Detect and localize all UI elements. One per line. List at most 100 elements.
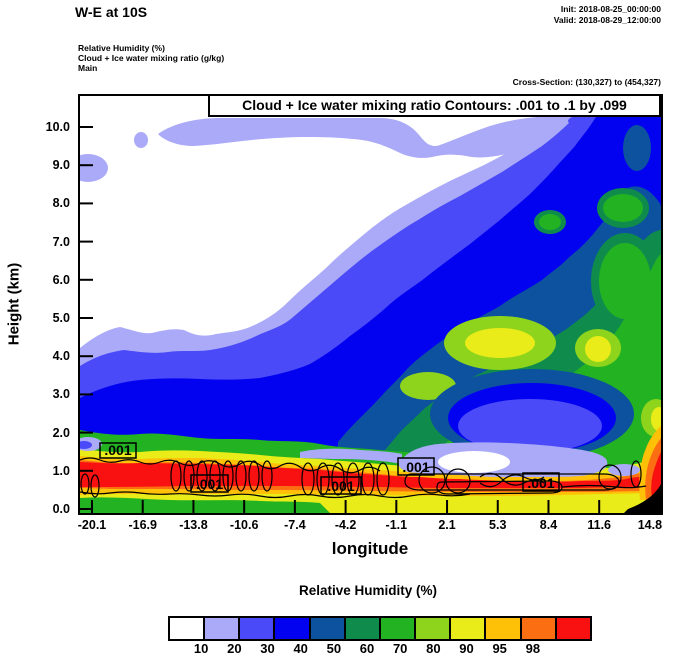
- legend-tick-labels: 10 20 30 40 50 60 70 80 90 95 98: [168, 641, 568, 657]
- cloud-contour-loop: [209, 460, 221, 492]
- rh-40-50-blob-topright-region: [623, 125, 651, 171]
- x-axis-labels: -20.1 -16.9 -13.8 -10.6 -7.4 -4.2 -1.1 2.1 5.3 8.…: [0, 518, 674, 534]
- dryslot-white-core-region: [438, 451, 510, 473]
- x-axis-title: longitude: [331, 539, 409, 558]
- y-tick-label: 0.0: [52, 502, 70, 516]
- cloud-contour-loop: [80, 473, 90, 495]
- x-tick-label: -7.4: [284, 518, 306, 532]
- cloud-contour-line: [80, 491, 471, 499]
- rh-80-90-core-b-region: [585, 336, 611, 362]
- cloud-contour-loop: [376, 462, 390, 496]
- cloud-contour-loop: [261, 460, 273, 492]
- cloud-contour-loop: [361, 462, 375, 496]
- contour-label-text: .001: [196, 476, 223, 492]
- cloud-contour-loop: [235, 460, 247, 492]
- cloud-contour-line: [479, 474, 545, 488]
- cloud-contour-loop: [183, 460, 195, 492]
- x-tick-label: -10.6: [229, 518, 259, 532]
- page-title: W-E at 10S: [75, 4, 148, 20]
- field-description: Relative Humidity (%) Cloud + Ice water …: [78, 43, 224, 73]
- legend-color-cell: [449, 616, 487, 641]
- legend-color-cell: [484, 616, 522, 641]
- cloud-contour-loop: [196, 460, 208, 492]
- y-tick-label: 9.0: [52, 158, 70, 173]
- y-tick-label: 1.0: [52, 463, 70, 478]
- legend-color-cell: [414, 616, 452, 641]
- legend-color-cell: [554, 616, 592, 641]
- drylayer-left-strip-region: [300, 448, 402, 464]
- legend-color-cell: [519, 616, 557, 641]
- contour-label-text: .001: [104, 442, 131, 458]
- legend-colorbar: [168, 616, 592, 641]
- contour-label-text: .001: [527, 475, 554, 491]
- rh-60-70-blob-b-region: [539, 214, 561, 230]
- field-line-rh: Relative Humidity (%): [78, 43, 165, 53]
- cloud-contour-loop: [346, 462, 360, 496]
- contour-label-box: [320, 476, 362, 495]
- x-tick-label: 11.6: [587, 518, 612, 532]
- x-tick-label: -16.9: [128, 518, 157, 532]
- legend-color-cell: [168, 616, 206, 641]
- x-tick-label: 2.1: [438, 518, 456, 532]
- x-tick-label: -13.8: [179, 518, 208, 532]
- dryslot-bv-ring-region: [458, 399, 602, 453]
- chart-title-box: Cloud + Ice water mixing ratio Contours:…: [208, 94, 661, 117]
- cirrus-blob-left-region: [80, 154, 108, 182]
- contour-label-box: [397, 457, 435, 476]
- legend-tick-label: 30: [260, 641, 275, 656]
- legend-tick-label: 90: [459, 641, 474, 656]
- legend-color-cell: [308, 616, 346, 641]
- legend-color-cell: [378, 616, 417, 641]
- cloud-contour-line: [404, 473, 620, 491]
- cloud-contour-loop: [331, 462, 345, 496]
- contour-label-text: .001: [402, 459, 429, 475]
- legend-tick-label: 20: [227, 641, 242, 656]
- cloud-contour-loop: [248, 460, 260, 492]
- cloud-contour-loop: [630, 460, 642, 488]
- x-tick-label: 14.8: [637, 518, 663, 532]
- y-tick-label: 2.0: [52, 425, 70, 440]
- y-tick-label: 6.0: [52, 272, 70, 287]
- cloud-contour-loop: [90, 474, 100, 498]
- contour-label-box: [190, 474, 229, 493]
- x-tick-label: -20.1: [77, 518, 107, 532]
- legend-tick-label: 50: [326, 641, 342, 656]
- contour-svg: .001 .001 .001 .001 .001: [80, 96, 661, 513]
- dry-notch-left-bv-region: [80, 441, 92, 449]
- cross-section-label: Cross-Section: (130,327) to (454,327): [512, 77, 661, 87]
- y-axis-title: Height (km): [5, 262, 23, 346]
- cloud-contour-loop: [598, 464, 622, 490]
- legend-tick-label: 80: [426, 641, 441, 656]
- cloud-contour-loop: [301, 462, 315, 496]
- x-tick-label: 5.3: [489, 518, 507, 532]
- legend-tick-label: 95: [492, 641, 507, 656]
- cloud-contour-loop: [445, 468, 471, 494]
- cloud-contour-loop: [316, 462, 330, 496]
- y-tick-label: 8.0: [52, 196, 70, 211]
- legend-color-cell: [203, 616, 241, 641]
- legend-title: Relative Humidity (%): [298, 583, 438, 598]
- init-time-label: Init: 2018-08-25_00:00:00: [560, 4, 661, 14]
- cloud-contour-line: [436, 480, 563, 495]
- legend-tick-label: 98: [525, 641, 541, 656]
- contour-label-box: [522, 472, 560, 492]
- cirrus-blob-small-region: [134, 132, 148, 148]
- y-tick-label: 5.0: [52, 311, 70, 325]
- contour-label-text: .001: [327, 478, 354, 494]
- legend-tick-label: 10: [193, 641, 209, 656]
- legend-color-cell: [343, 616, 381, 641]
- rh-80-90-core-right-region: [651, 407, 661, 431]
- rh-60-70-blob-a-region: [603, 194, 643, 222]
- valid-time-label: Valid: 2018-08-29_12:00:00: [553, 15, 661, 25]
- field-line-main: Main: [78, 63, 98, 73]
- rh-60-70-blob-c-region: [599, 243, 651, 319]
- x-tick-label: 8.4: [539, 518, 558, 532]
- legend-color-cell: [238, 616, 276, 641]
- legend-tick-label: 40: [293, 641, 308, 656]
- column-red-region: [651, 452, 661, 498]
- x-tick-label: -4.2: [334, 518, 357, 532]
- y-tick-label: 7.0: [52, 234, 70, 249]
- rh-80-90-core-a-region: [465, 328, 535, 358]
- cloud-contour-line: [80, 457, 381, 474]
